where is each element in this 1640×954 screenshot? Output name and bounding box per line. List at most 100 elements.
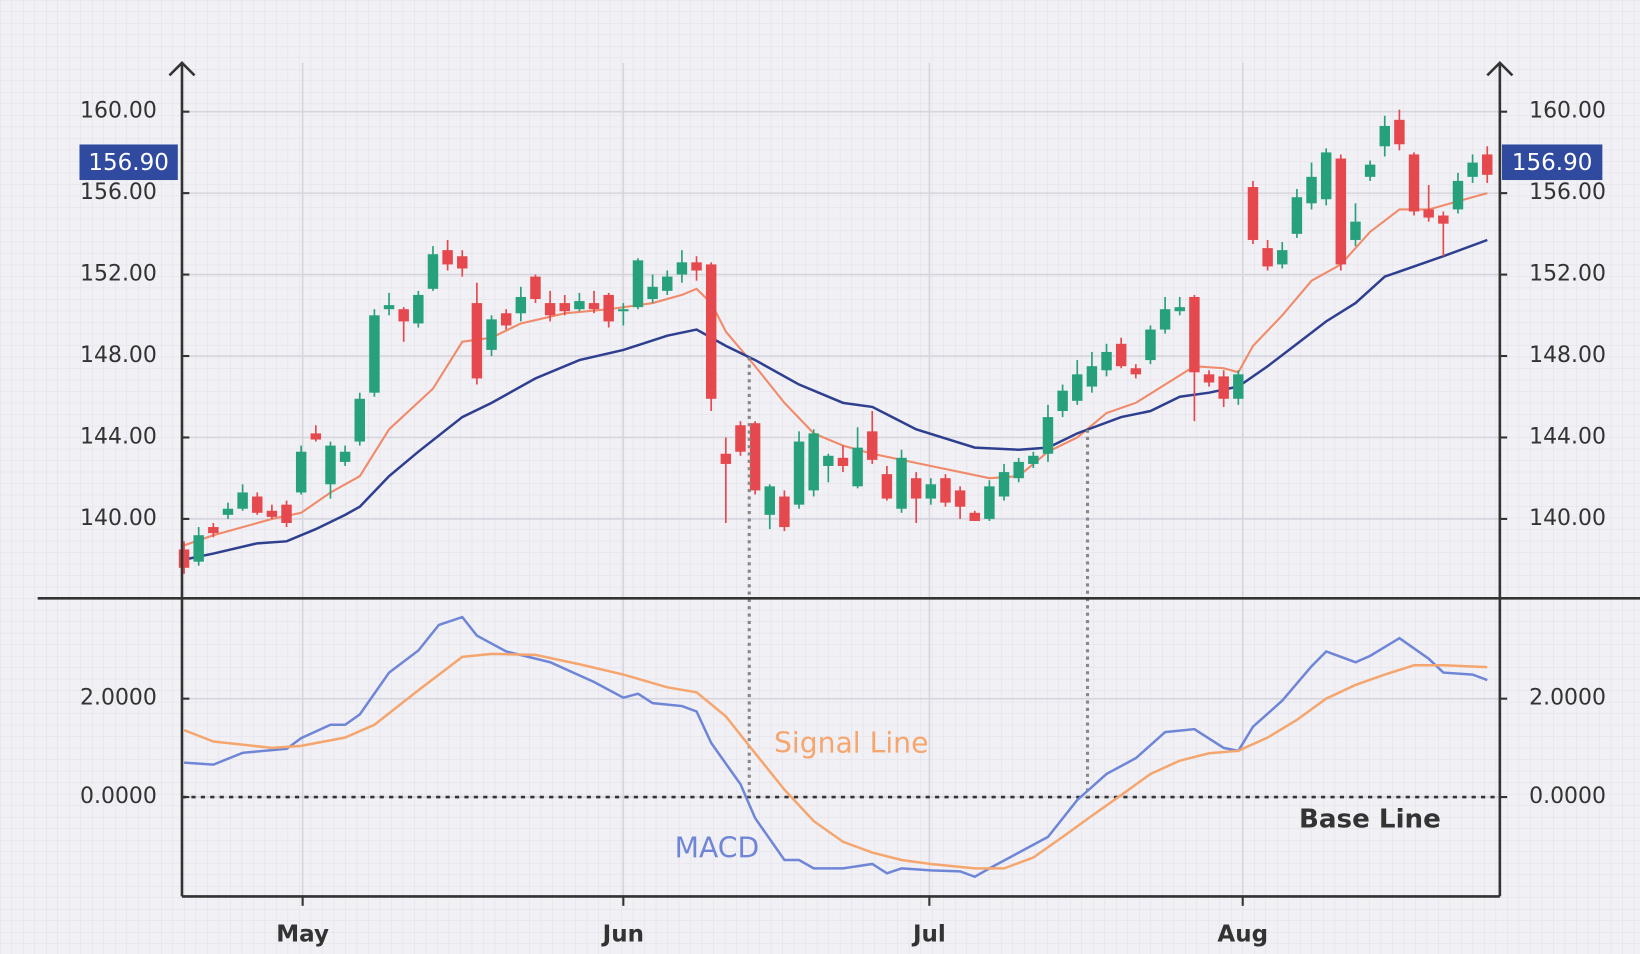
candle-body bbox=[852, 447, 863, 487]
candle-body bbox=[295, 451, 307, 493]
candle-body bbox=[618, 309, 629, 312]
axis-arrow bbox=[1486, 60, 1514, 77]
candle-body bbox=[398, 309, 409, 322]
candle-body bbox=[837, 457, 849, 466]
candle-body bbox=[1042, 417, 1054, 454]
y-tick-label: 0.0000 bbox=[1529, 784, 1606, 809]
candle-body bbox=[500, 313, 512, 326]
series-label: MACD bbox=[675, 831, 760, 864]
base-line-label: Base Line bbox=[1299, 805, 1441, 835]
candle-body bbox=[588, 303, 600, 310]
price-tag-label: 156.90 bbox=[88, 150, 168, 176]
candle-body bbox=[369, 315, 380, 393]
candle-body bbox=[691, 262, 702, 271]
candle-body bbox=[1438, 215, 1449, 224]
candle-body bbox=[910, 478, 922, 499]
candle-body bbox=[237, 492, 248, 509]
candle-body bbox=[457, 256, 468, 269]
y-tick-label: 144.00 bbox=[80, 424, 157, 449]
candle-body bbox=[1379, 125, 1390, 147]
candle-body bbox=[735, 425, 746, 452]
candle-body bbox=[603, 294, 614, 322]
candle-body bbox=[1189, 296, 1200, 373]
price-tag-label: 156.90 bbox=[1512, 150, 1592, 176]
candle-body bbox=[193, 535, 204, 562]
candle-body bbox=[867, 431, 878, 460]
candle-body bbox=[1364, 164, 1376, 177]
candle-body bbox=[222, 508, 234, 515]
candle-body bbox=[310, 433, 322, 440]
x-tick-label: Jun bbox=[601, 922, 644, 948]
candle-body bbox=[749, 423, 761, 491]
candle-body bbox=[1423, 209, 1434, 218]
candle-body bbox=[383, 305, 395, 310]
candle-body bbox=[515, 296, 527, 314]
candle-body bbox=[325, 445, 336, 485]
candle-body bbox=[1394, 119, 1405, 145]
candle-body bbox=[940, 478, 951, 503]
candle-body bbox=[574, 301, 585, 310]
candle-body bbox=[530, 276, 541, 300]
candle-body bbox=[1320, 152, 1332, 200]
candle-body bbox=[1145, 329, 1156, 361]
candle-body bbox=[1233, 374, 1244, 399]
candle-body bbox=[544, 303, 556, 316]
y-tick-label: 156.00 bbox=[1529, 180, 1606, 205]
x-tick-label: Aug bbox=[1217, 922, 1268, 948]
candle-body bbox=[1277, 250, 1288, 265]
candle-body bbox=[1218, 376, 1229, 399]
candle-body bbox=[793, 441, 805, 505]
y-tick-label: 0.0000 bbox=[80, 784, 157, 809]
moving-average-line bbox=[183, 238, 1488, 561]
candle-body bbox=[881, 474, 893, 499]
series-label: Signal Line bbox=[774, 727, 928, 760]
candle-body bbox=[998, 472, 1010, 497]
y-tick-label: 160.00 bbox=[80, 99, 157, 124]
y-tick-label: 2.0000 bbox=[80, 686, 157, 711]
candle-body bbox=[1306, 176, 1317, 204]
y-tick-label: 140.00 bbox=[1529, 506, 1606, 531]
candle-body bbox=[1101, 351, 1112, 371]
price-tag bbox=[79, 144, 178, 181]
candle-body bbox=[1072, 374, 1083, 401]
y-tick-label: 144.00 bbox=[1529, 424, 1606, 449]
y-tick-label: 160.00 bbox=[1529, 99, 1606, 124]
candle-body bbox=[676, 262, 688, 275]
candle-body bbox=[823, 455, 834, 466]
axis-arrow bbox=[168, 60, 196, 77]
macd-line bbox=[183, 615, 1488, 879]
y-tick-label: 2.0000 bbox=[1529, 686, 1606, 711]
candle-body bbox=[1482, 154, 1493, 175]
candle-body bbox=[1086, 366, 1098, 387]
candle-body bbox=[471, 303, 483, 379]
candle-body bbox=[1335, 158, 1347, 265]
candle-body bbox=[1013, 461, 1024, 479]
price-tag bbox=[1501, 144, 1603, 181]
candle-body bbox=[1028, 455, 1039, 464]
y-tick-label: 152.00 bbox=[80, 262, 157, 287]
candle-body bbox=[442, 250, 453, 265]
y-tick-label: 156.00 bbox=[80, 180, 157, 205]
macd-line bbox=[183, 652, 1488, 870]
candle-body bbox=[559, 303, 570, 312]
candle-body bbox=[1174, 307, 1185, 312]
x-tick-label: Jul bbox=[911, 922, 946, 948]
candle-body bbox=[1452, 180, 1464, 210]
candle-body bbox=[1130, 368, 1142, 375]
candle-body bbox=[662, 276, 673, 291]
candle-body bbox=[1408, 154, 1420, 212]
candle-body bbox=[178, 549, 190, 568]
candle-body bbox=[339, 451, 351, 462]
candle-body bbox=[954, 490, 966, 507]
candle-body bbox=[1159, 309, 1171, 330]
x-tick-label: May bbox=[276, 922, 329, 948]
candle-body bbox=[984, 486, 995, 519]
candle-body bbox=[1350, 221, 1361, 240]
candle-body bbox=[208, 527, 219, 534]
candle-body bbox=[764, 486, 775, 515]
candle-body bbox=[1262, 248, 1273, 267]
plot: 140.00 140.00 144.00 144.00 148.00 148.00 152.… bbox=[37, 60, 1640, 948]
candle-body bbox=[1057, 390, 1068, 411]
